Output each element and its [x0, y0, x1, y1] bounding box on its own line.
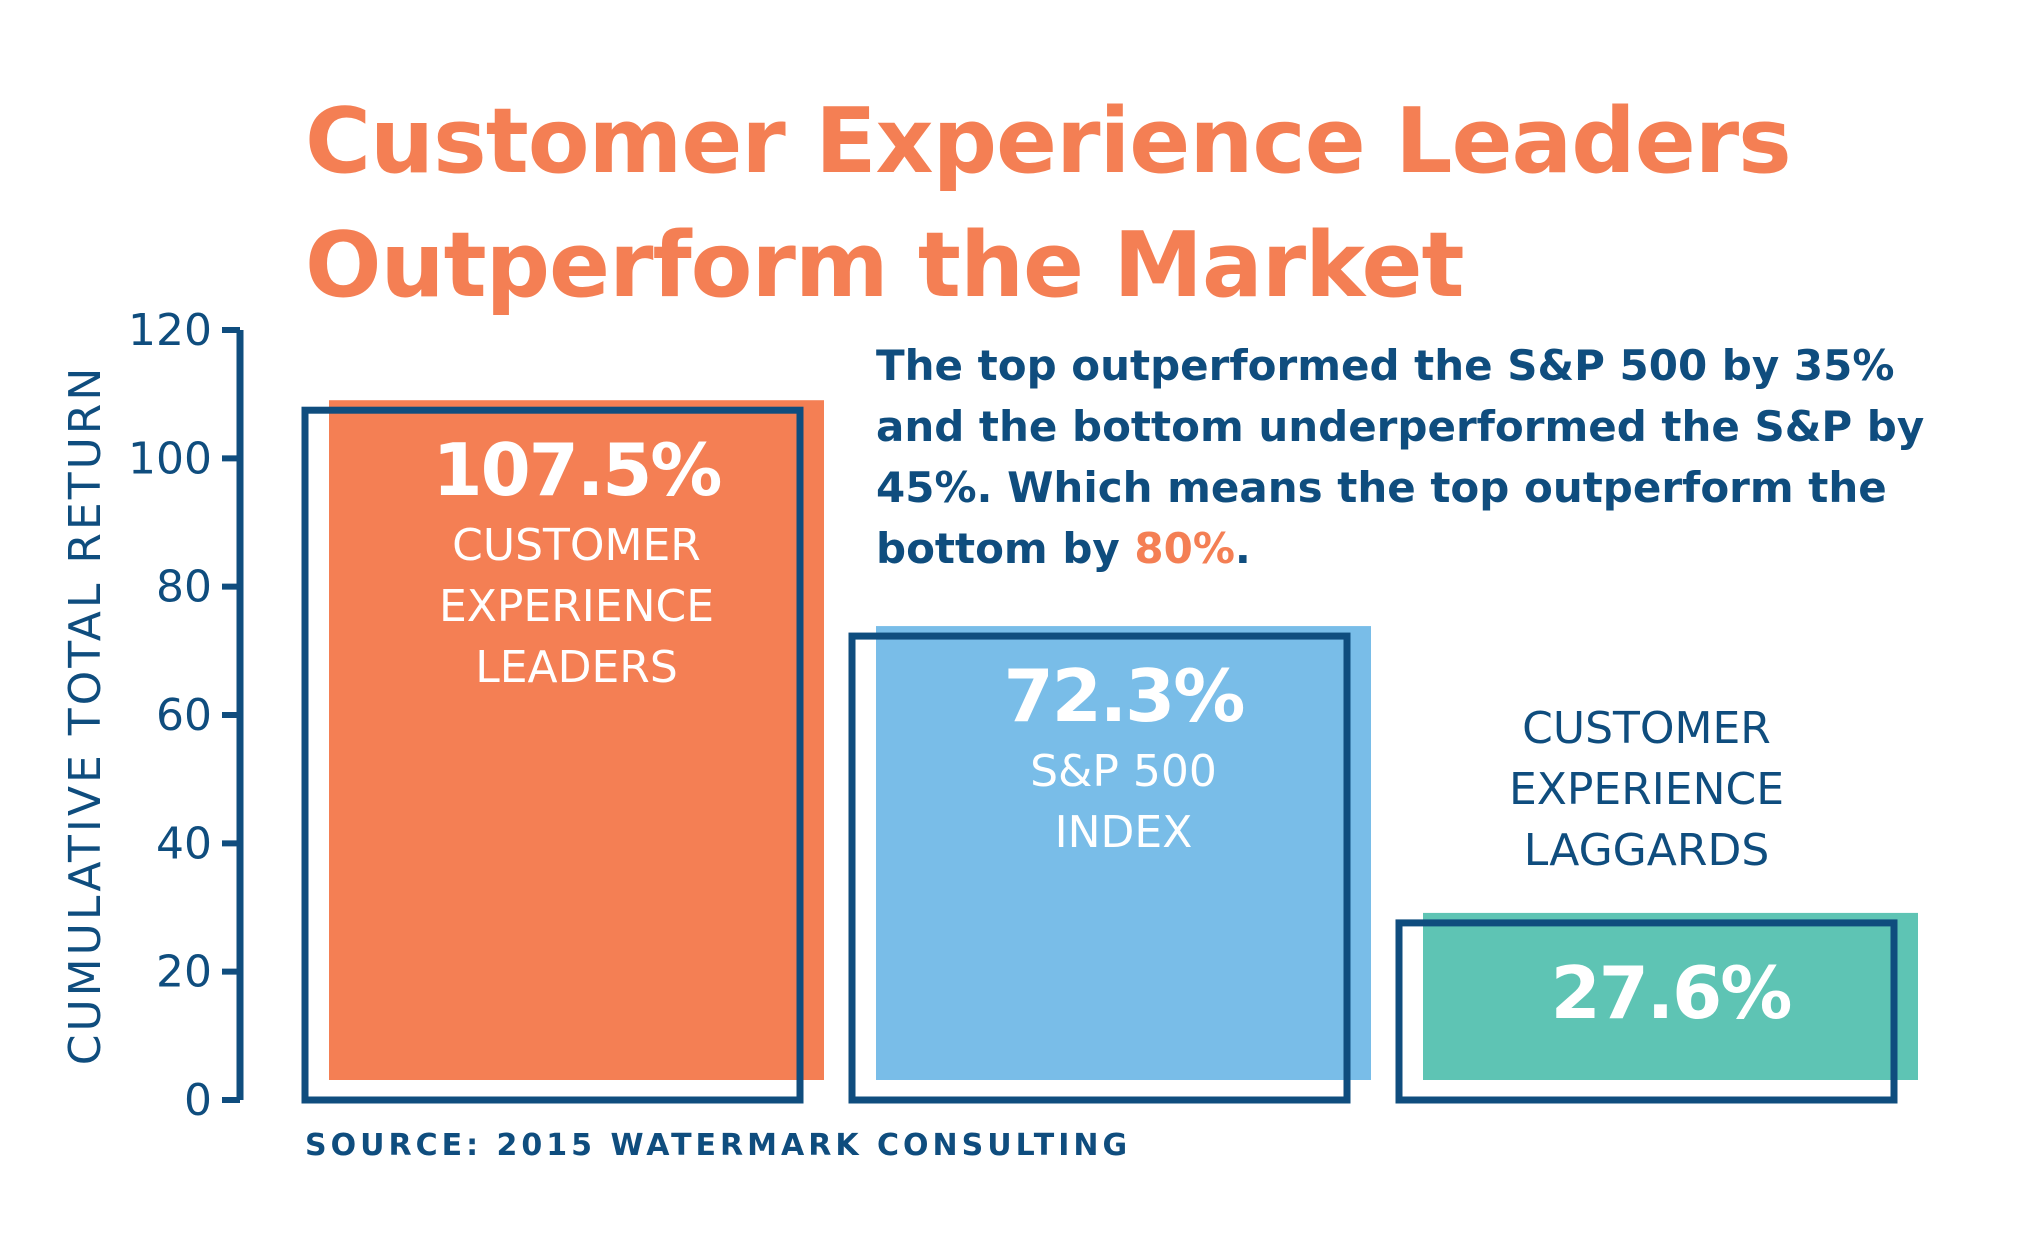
y-axis-label: CUMULATIVE TOTAL RETURN — [60, 365, 111, 1066]
chart-title: Customer Experience Leaders Outperform t… — [305, 80, 1792, 328]
bar-outline-0 — [301, 406, 804, 1104]
chart-title-line-1: Customer Experience Leaders — [305, 89, 1792, 194]
chart-title-line-2: Outperform the Market — [305, 213, 1465, 318]
y-tick-label-40: 40 — [156, 818, 212, 869]
value-label-2: 27.6% — [1551, 951, 1791, 1035]
summary-note-text: The top outperformed the S&P 500 by 35% … — [876, 341, 1925, 573]
y-tick-label-20: 20 — [156, 947, 212, 998]
bar-outline-2 — [1395, 919, 1898, 1104]
value-label-0: 107.5% — [433, 428, 721, 512]
bar-2 — [1423, 912, 1918, 1080]
value-label-1: 72.3% — [1004, 654, 1244, 738]
category-label-0-line-0: CUSTOMER — [452, 520, 701, 571]
bar-0 — [329, 400, 824, 1080]
category-label-0-line-1: EXPERIENCE — [439, 581, 714, 632]
y-tick-label-100: 100 — [128, 433, 212, 484]
category-label-0-line-2: LEADERS — [475, 642, 678, 693]
bar-outline-1 — [848, 632, 1351, 1104]
y-tick-label-120: 120 — [128, 305, 212, 356]
summary-note-highlight: 80% — [1134, 524, 1235, 573]
category-label-2-line-0: CUSTOMER — [1522, 703, 1771, 754]
category-label-1-line-0: S&P 500 — [1030, 746, 1217, 797]
y-tick-label-80: 80 — [156, 562, 212, 613]
source-note: SOURCE: 2015 WATERMARK CONSULTING — [305, 1128, 1132, 1163]
y-tick-label-60: 60 — [156, 690, 212, 741]
category-label-1-line-1: INDEX — [1055, 807, 1193, 858]
category-label-2-line-1: EXPERIENCE — [1509, 764, 1784, 815]
summary-note-end: . — [1234, 524, 1251, 573]
y-tick-label-0: 0 — [184, 1075, 212, 1126]
bar-1 — [876, 626, 1371, 1080]
category-label-2-line-2: LAGGARDS — [1524, 825, 1770, 876]
summary-note: The top outperformed the S&P 500 by 35% … — [876, 335, 1986, 579]
